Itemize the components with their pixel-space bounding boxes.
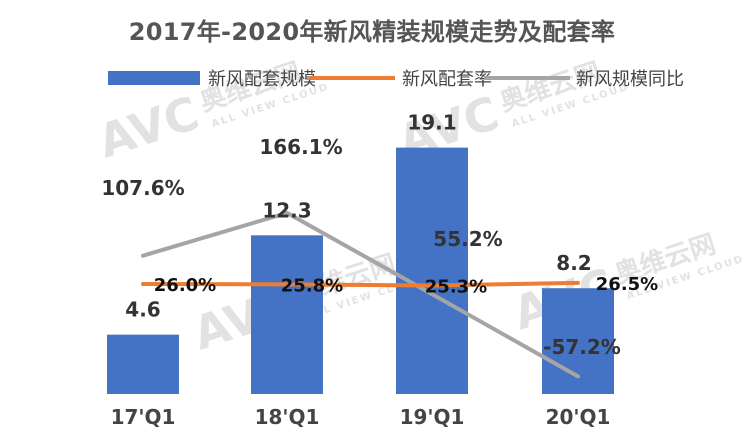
- bar-value-label: 8.2: [556, 251, 591, 275]
- rate-value-label: 25.8%: [281, 275, 343, 296]
- bar-value-label: 19.1: [407, 111, 456, 135]
- x-tick-label: 19'Q1: [400, 405, 465, 429]
- yoy-value-label: 166.1%: [259, 135, 342, 159]
- legend-label-rate: 新风配套率: [402, 69, 492, 90]
- x-tick-label: 17'Q1: [111, 405, 176, 429]
- x-tick-label: 18'Q1: [255, 405, 320, 429]
- yoy-point: [576, 374, 580, 379]
- legend-label-bar: 新风配套规模: [208, 69, 316, 90]
- bar: [251, 235, 323, 394]
- watermark-logo-text: AVC: [92, 86, 206, 169]
- rate-point: [285, 282, 289, 287]
- yoy-value-label: -57.2%: [543, 335, 621, 359]
- legend-label-yoy: 新风规模同比: [576, 69, 684, 90]
- rate-point: [141, 282, 145, 286]
- yoy-value-label: 107.6%: [101, 176, 184, 200]
- yoy-value-label: 55.2%: [433, 227, 502, 251]
- series-line-rate: [142, 280, 579, 288]
- yoy-point: [141, 253, 145, 258]
- series-line-yoy: [142, 210, 579, 379]
- x-axis-ticks: 17'Q1 18'Q1 19'Q1 20'Q1: [111, 405, 611, 429]
- rate-value-label: 26.5%: [596, 274, 658, 295]
- rate-value-label: 26.0%: [154, 275, 216, 296]
- rate-value-label: 25.3%: [425, 277, 487, 298]
- x-tick-label: 20'Q1: [546, 405, 611, 429]
- data-labels: 4.6 12.3 19.1 8.2 26.0% 25.8% 25.3% 26.5% 107.6%…: [101, 111, 658, 359]
- line-series: [141, 210, 580, 379]
- bar: [396, 147, 468, 394]
- bar: [107, 334, 179, 394]
- bar-value-label: 12.3: [262, 198, 311, 222]
- bar-value-label: 4.6: [125, 298, 160, 322]
- bar-series: [107, 147, 614, 394]
- chart-title: 2017年-2020年新风精装规模走势及配套率: [129, 18, 615, 46]
- chart-legend: 新风配套规模 新风配套率 新风规模同比: [108, 69, 684, 90]
- rate-point: [576, 280, 580, 285]
- legend-swatch-bar: [108, 71, 200, 85]
- rate-point: [430, 283, 434, 288]
- yoy-point: [430, 292, 434, 297]
- yoy-point: [285, 210, 289, 215]
